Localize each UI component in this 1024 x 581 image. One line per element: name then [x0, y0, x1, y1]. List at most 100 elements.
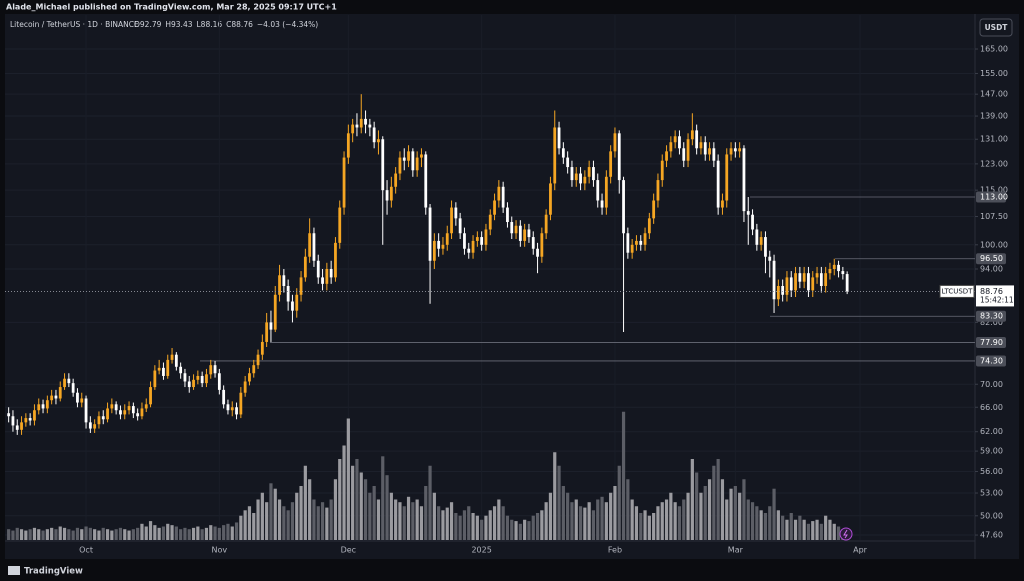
volume-bar: [273, 488, 277, 540]
volume-bar: [574, 499, 578, 540]
volume-bar: [600, 496, 604, 540]
candle-body: [493, 200, 496, 215]
volume-bar: [802, 519, 806, 540]
candle-body: [746, 211, 750, 215]
currency-button[interactable]: [979, 18, 1013, 37]
volume-bar: [824, 515, 828, 540]
candle-body: [815, 273, 819, 278]
volume-bar: [643, 510, 647, 540]
candle-body: [428, 207, 432, 261]
candle-body: [407, 151, 410, 161]
volume-bar: [351, 465, 355, 540]
candle-body: [230, 407, 234, 411]
countdown-label: 15:42:11: [980, 295, 1014, 304]
candle-body: [837, 264, 840, 272]
volume-bar: [295, 492, 299, 540]
candle-body: [622, 180, 625, 234]
candle-body: [209, 365, 213, 375]
y-tick-label: 147.00: [980, 90, 1008, 99]
volume-bar: [664, 499, 669, 540]
alert-bolt: [843, 529, 848, 539]
volume-bar: [695, 472, 699, 540]
candle-body: [639, 240, 643, 245]
volume-bar: [763, 513, 768, 540]
volume-bar: [578, 506, 583, 540]
volume-bar: [634, 506, 639, 540]
volume-bar: [385, 475, 389, 540]
volume-bar: [750, 502, 755, 540]
volume-bar: [682, 499, 686, 540]
level-box: [976, 253, 1006, 265]
volume-bar: [84, 526, 88, 540]
candle-body: [76, 392, 79, 403]
candle-body: [514, 225, 518, 234]
candle-body: [802, 273, 806, 282]
publisher: Alade_Michael published on TradingView.c…: [6, 3, 337, 12]
last-price-label: 88.76: [980, 287, 1003, 296]
volume-bar: [566, 492, 570, 540]
candle-body: [841, 271, 845, 275]
candle-body: [716, 160, 720, 208]
volume-bar: [368, 492, 372, 540]
candle-body: [321, 277, 324, 284]
volume-bar: [183, 527, 187, 540]
x-tick-label: Dec: [341, 546, 356, 555]
volume-bar: [703, 486, 707, 540]
candle-body: [518, 225, 522, 241]
y-tick-label: 62.00: [980, 427, 1003, 436]
candle-body: [536, 248, 539, 257]
volume-bar: [88, 527, 92, 540]
volume-bar: [583, 507, 587, 540]
volume-bar: [191, 527, 196, 540]
volume-bar: [652, 513, 656, 540]
volume-bar: [523, 519, 527, 540]
candle-body: [561, 148, 565, 158]
candle-body: [772, 260, 776, 300]
candle-body: [325, 268, 329, 284]
candle-body: [269, 322, 273, 330]
currency[interactable]: USDT: [985, 23, 1009, 32]
y-tick-label: 115.00: [980, 186, 1008, 195]
candle-body: [721, 200, 724, 208]
brand-logo: [8, 566, 20, 575]
candle-body: [480, 237, 484, 245]
volume-bar: [729, 488, 733, 540]
volume-bar: [621, 411, 626, 540]
volume-bar: [690, 459, 694, 540]
candle-body: [544, 214, 548, 234]
candle-body: [583, 176, 587, 184]
candle-body: [187, 381, 191, 388]
y-tick-label: 100.00: [980, 240, 1008, 249]
candle-body: [41, 404, 45, 409]
candle-body: [196, 375, 200, 380]
volume-bar: [445, 507, 449, 540]
volume-bar: [449, 502, 454, 540]
volume-bar: [811, 521, 815, 540]
candle-body: [299, 277, 303, 295]
x-tick-label: Mar: [728, 546, 744, 555]
volume-bar: [308, 479, 312, 540]
candle-body: [368, 124, 372, 128]
candle-body: [157, 367, 161, 371]
alert-icon[interactable]: [839, 527, 853, 541]
candle-body: [20, 422, 23, 430]
ticker-box: [939, 284, 975, 298]
candle-body: [570, 167, 574, 181]
candle-body: [364, 118, 367, 125]
candle-body: [50, 395, 54, 401]
candle-body: [101, 416, 105, 420]
y-tick-label: 50.00: [980, 511, 1003, 520]
volume-bar: [32, 527, 37, 540]
volume-bar: [54, 529, 58, 540]
volume-bar: [755, 506, 759, 540]
volume-bar: [50, 527, 54, 540]
candle-body: [751, 214, 754, 230]
volume-bar: [432, 492, 436, 540]
candle-body: [665, 151, 668, 161]
candle-body: [613, 133, 617, 152]
volume-bar: [570, 502, 574, 540]
candle-body: [437, 240, 441, 249]
candle-body: [678, 136, 681, 149]
candle-body: [733, 148, 737, 152]
candle-body: [346, 133, 350, 158]
